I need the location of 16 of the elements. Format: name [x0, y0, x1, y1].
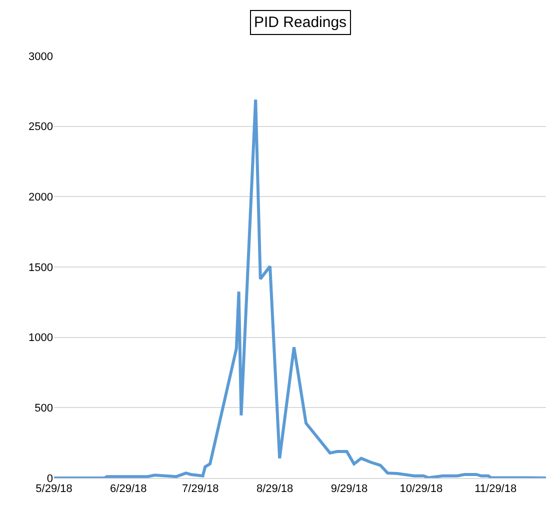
y-tick-label: 3000	[28, 50, 53, 63]
y-tick-label: 500	[34, 402, 53, 415]
x-tick-label: 5/29/18	[36, 483, 72, 496]
x-tick-label: 10/29/18	[400, 483, 443, 496]
x-tick-label: 9/29/18	[330, 483, 368, 496]
line-series	[54, 98, 546, 478]
y-tick-label: 2000	[28, 192, 53, 204]
x-tick-label: 8/29/18	[256, 483, 294, 496]
y-tick-label: 1500	[28, 262, 53, 274]
x-tick-label: 6/29/18	[110, 483, 147, 496]
y-tick-label: 0	[46, 472, 53, 485]
chart-title: PID Readings	[254, 14, 347, 31]
y-tick-label: 2500	[28, 121, 53, 134]
x-tick-label: 7/29/18	[182, 483, 219, 496]
y-tick-label: 1000	[28, 332, 53, 344]
x-tick-label: 11/29/18	[474, 483, 517, 496]
